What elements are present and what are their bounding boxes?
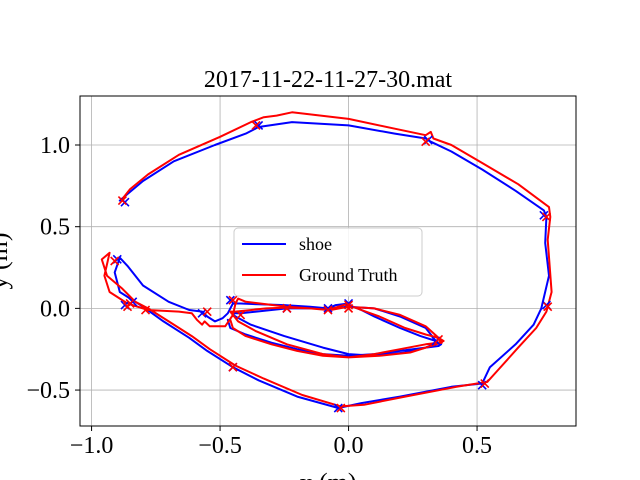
legend-label-shoe: shoe	[299, 234, 332, 254]
plot-frame	[79, 95, 577, 427]
x-marker-shoe	[225, 295, 235, 305]
x-marker-ground-truth	[421, 137, 431, 147]
y-tick-label: 0.5	[40, 215, 70, 241]
x-marker-shoe	[197, 308, 207, 318]
x-marker-ground-truth	[125, 298, 135, 309]
x-marker-ground-truth	[282, 303, 292, 313]
x-marker-ground-truth	[433, 334, 444, 344]
x-marker-ground-truth	[228, 295, 238, 305]
x-marker-ground-truth	[202, 307, 212, 317]
x-marker-ground-truth	[541, 212, 552, 222]
x-marker-shoe	[323, 303, 333, 313]
x-tick-label: 0.5	[462, 433, 492, 459]
x-marker-ground-truth	[343, 303, 354, 313]
x-marker-shoe	[333, 403, 343, 413]
legend: shoe Ground Truth	[233, 227, 423, 297]
x-marker-ground-truth	[343, 300, 354, 310]
marker-layer	[110, 120, 553, 413]
x-tick-label: −1.0	[70, 433, 114, 459]
y-tick-label: −0.5	[26, 378, 70, 404]
x-tick-label: 0.0	[334, 433, 364, 459]
x-marker-ground-truth	[140, 305, 151, 315]
x-marker-ground-truth	[117, 195, 127, 206]
x-axis-label: x (m)	[299, 468, 356, 480]
x-marker-ground-truth	[480, 378, 490, 389]
y-tick-label: 1.0	[40, 133, 70, 159]
y-tick-label: 0.0	[40, 296, 70, 322]
x-marker-ground-truth	[251, 120, 261, 130]
x-tick-label: −0.5	[198, 433, 242, 459]
x-marker-ground-truth	[323, 305, 333, 315]
chart-title: 2017-11-22-11-27-30.mat	[204, 67, 453, 93]
axis-ticks: −1.0 −0.5 0.0 0.5 −0.5 0.0 0.5 1.0	[26, 133, 492, 459]
legend-label-ground-truth: Ground Truth	[299, 265, 398, 285]
x-marker-ground-truth	[543, 302, 553, 312]
y-axis-label: y (m)	[0, 232, 13, 289]
x-marker-shoe	[254, 120, 264, 130]
x-marker-ground-truth	[110, 256, 120, 266]
x-marker-ground-truth	[228, 362, 238, 372]
x-marker-ground-truth	[236, 310, 246, 320]
x-marker-ground-truth	[336, 403, 346, 413]
